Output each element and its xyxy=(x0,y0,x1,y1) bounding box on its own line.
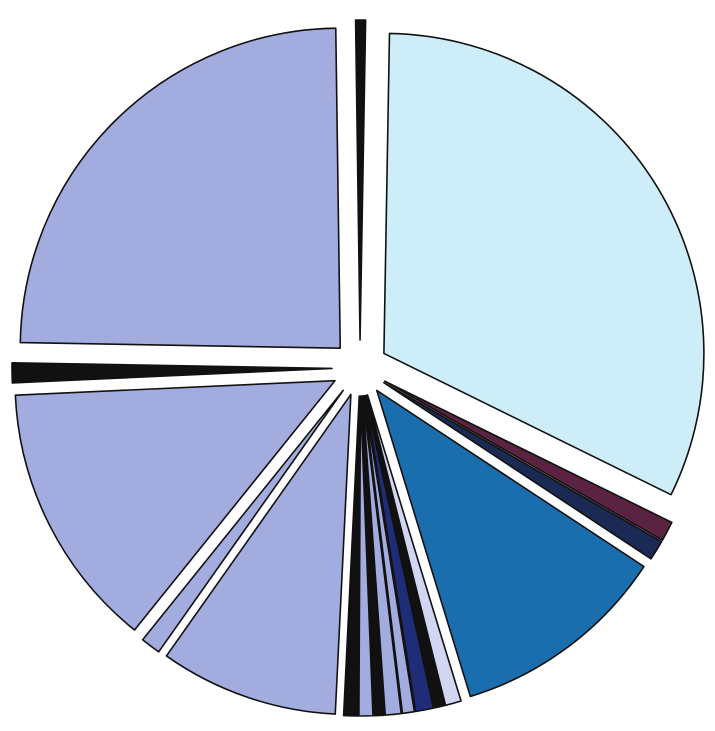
pie-slice xyxy=(354,19,367,341)
pie-slice xyxy=(141,389,344,653)
pie-slice xyxy=(383,381,663,560)
pie-slice xyxy=(383,32,705,496)
pie-slice xyxy=(366,394,462,707)
pie-slice xyxy=(19,27,342,349)
pie-slice xyxy=(360,395,385,717)
pie-slice xyxy=(358,395,374,717)
pie-slice xyxy=(383,380,673,541)
pie-slice xyxy=(14,379,336,631)
pie-slice xyxy=(365,394,446,709)
pie-slice xyxy=(165,393,352,715)
pie-slice xyxy=(375,389,645,698)
pie-slice xyxy=(364,394,435,713)
pie-slice xyxy=(11,362,333,384)
pie-slice xyxy=(361,395,403,716)
pie-slice xyxy=(342,395,361,717)
pie-slice xyxy=(363,394,416,715)
